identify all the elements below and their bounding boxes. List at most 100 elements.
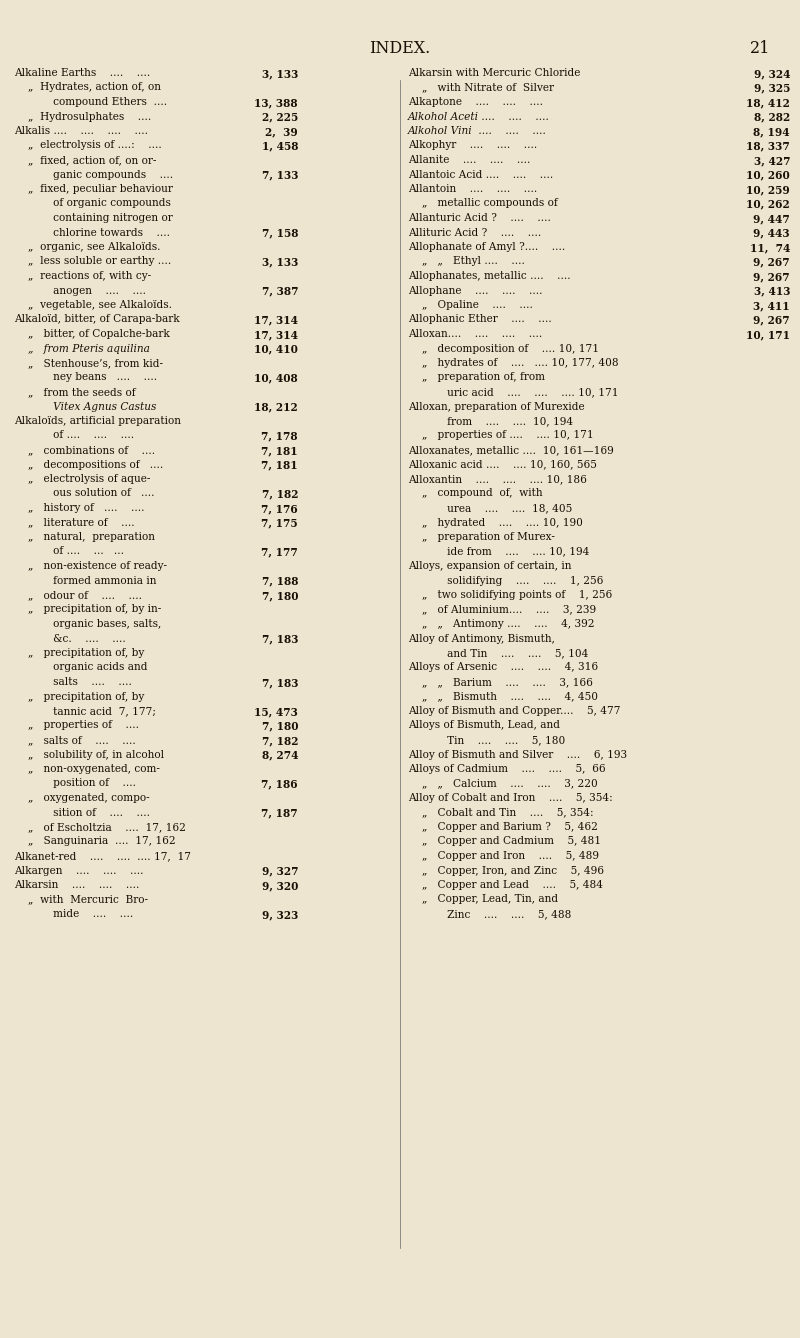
- Text: and Tin    ....    ....    5, 104: and Tin .... .... 5, 104: [437, 648, 588, 658]
- Text: „  fixed, peculiar behaviour: „ fixed, peculiar behaviour: [29, 185, 174, 194]
- Text: Alkaloïd, bitter, of Carapa-bark: Alkaloïd, bitter, of Carapa-bark: [14, 314, 180, 325]
- Text: Alloxan....    ....    ....    ....: Alloxan.... .... .... ....: [408, 329, 542, 339]
- Text: tannic acid  7, 177;: tannic acid 7, 177;: [43, 706, 156, 716]
- Text: 7, 181: 7, 181: [262, 446, 298, 456]
- Text: Alkophyr    ....    ....    ....: Alkophyr .... .... ....: [408, 140, 538, 150]
- Text: „  vegetable, see Alkaloïds.: „ vegetable, see Alkaloïds.: [29, 300, 173, 310]
- Text: „   Stenhouse’s, from kid-: „ Stenhouse’s, from kid-: [29, 359, 163, 368]
- Text: „   Opaline    ....    ....: „ Opaline .... ....: [422, 300, 534, 310]
- Text: „   non-oxygenated, com-: „ non-oxygenated, com-: [29, 764, 160, 773]
- Text: „   from the seeds of: „ from the seeds of: [29, 387, 136, 397]
- Text: 7, 183: 7, 183: [262, 677, 298, 688]
- Text: Allophanates, metallic ....    ....: Allophanates, metallic .... ....: [408, 272, 570, 281]
- Text: ganic compounds    ....: ganic compounds ....: [43, 170, 173, 179]
- Text: ney beans   ....    ....: ney beans .... ....: [43, 372, 157, 383]
- Text: 8, 274: 8, 274: [262, 749, 298, 760]
- Text: „   Copper, Lead, Tin, and: „ Copper, Lead, Tin, and: [422, 895, 558, 904]
- Text: „   metallic compounds of: „ metallic compounds of: [422, 198, 558, 209]
- Text: „   history of   ....    ....: „ history of .... ....: [29, 503, 145, 512]
- Text: Alloy of Cobalt and Iron    ....    5, 354:: Alloy of Cobalt and Iron .... 5, 354:: [408, 793, 613, 803]
- Text: 7, 187: 7, 187: [262, 808, 298, 819]
- Text: „   compound  of,  with: „ compound of, with: [422, 488, 543, 499]
- Text: of ....    ...   ...: of .... ... ...: [43, 546, 124, 557]
- Text: 7, 175: 7, 175: [262, 518, 298, 529]
- Text: „   „   Bismuth    ....    ....    4, 450: „ „ Bismuth .... .... 4, 450: [422, 692, 598, 701]
- Text: 10, 408: 10, 408: [254, 372, 298, 384]
- Text: „   from Pteris aquilina: „ from Pteris aquilina: [29, 344, 150, 353]
- Text: of organic compounds: of organic compounds: [43, 198, 171, 209]
- Text: 18, 212: 18, 212: [254, 401, 298, 412]
- Text: „   combinations of    ....: „ combinations of ....: [29, 446, 156, 455]
- Text: 1, 458: 1, 458: [262, 140, 298, 151]
- Text: „   hydrates of    ....   .... 10, 177, 408: „ hydrates of .... .... 10, 177, 408: [422, 359, 619, 368]
- Text: Alloxan, preparation of Murexide: Alloxan, preparation of Murexide: [408, 401, 585, 412]
- Text: „   hydrated    ....    .... 10, 190: „ hydrated .... .... 10, 190: [422, 518, 583, 527]
- Text: „   decomposition of    .... 10, 171: „ decomposition of .... 10, 171: [422, 344, 599, 353]
- Text: 7, 178: 7, 178: [262, 431, 298, 442]
- Text: chlorine towards    ....: chlorine towards ....: [43, 227, 170, 238]
- Text: Alloys of Arsenic    ....    ....    4, 316: Alloys of Arsenic .... .... 4, 316: [408, 662, 598, 673]
- Text: 3, 133: 3, 133: [262, 257, 298, 268]
- Text: „   Copper and Barium ?    5, 462: „ Copper and Barium ? 5, 462: [422, 822, 598, 832]
- Text: Alloys of Bismuth, Lead, and: Alloys of Bismuth, Lead, and: [408, 720, 560, 731]
- Text: Alloy of Antimony, Bismuth,: Alloy of Antimony, Bismuth,: [408, 633, 555, 644]
- Text: „   „   Calcium    ....    ....    3, 220: „ „ Calcium .... .... 3, 220: [422, 779, 598, 788]
- Text: „   bitter, of Copalche-bark: „ bitter, of Copalche-bark: [29, 329, 170, 339]
- Text: „   literature of    ....: „ literature of ....: [29, 518, 135, 527]
- Text: „  reactions of, with cy-: „ reactions of, with cy-: [29, 272, 152, 281]
- Text: 10, 262: 10, 262: [746, 198, 790, 210]
- Text: Alloxanic acid ....    .... 10, 160, 565: Alloxanic acid .... .... 10, 160, 565: [408, 459, 597, 470]
- Text: 13, 388: 13, 388: [254, 96, 298, 108]
- Text: 8, 282: 8, 282: [754, 111, 790, 123]
- Text: 9, 323: 9, 323: [262, 909, 298, 921]
- Text: sition of    ....    ....: sition of .... ....: [43, 808, 150, 818]
- Text: 9, 320: 9, 320: [262, 880, 298, 891]
- Text: 3, 133: 3, 133: [262, 68, 298, 79]
- Text: „   Sanguinaria  ....  17, 162: „ Sanguinaria .... 17, 162: [29, 836, 176, 847]
- Text: 3, 427: 3, 427: [754, 155, 790, 166]
- Text: compound Ethers  ....: compound Ethers ....: [43, 96, 167, 107]
- Text: „   Copper, Iron, and Zinc    5, 496: „ Copper, Iron, and Zinc 5, 496: [422, 866, 605, 875]
- Text: 17, 314: 17, 314: [254, 314, 298, 325]
- Text: „  Hydrosulphates    ....: „ Hydrosulphates ....: [29, 111, 152, 122]
- Text: ide from    ....    .... 10, 194: ide from .... .... 10, 194: [437, 546, 590, 557]
- Text: 9, 447: 9, 447: [754, 213, 790, 223]
- Text: 7, 183: 7, 183: [262, 633, 298, 645]
- Text: Allituric Acid ?    ....    ....: Allituric Acid ? .... ....: [408, 227, 542, 238]
- Text: formed ammonia in: formed ammonia in: [43, 575, 157, 586]
- Text: „   salts of    ....    ....: „ salts of .... ....: [29, 735, 136, 745]
- Text: „   electrolysis of aque-: „ electrolysis of aque-: [29, 474, 151, 484]
- Text: 7, 387: 7, 387: [262, 285, 298, 297]
- Text: Alloys, expansion of certain, in: Alloys, expansion of certain, in: [408, 561, 571, 571]
- Text: salts    ....    ....: salts .... ....: [43, 677, 132, 686]
- Text: Alkohol Vini  ....    ....    ....: Alkohol Vini .... .... ....: [408, 126, 547, 136]
- Text: 10, 410: 10, 410: [254, 344, 298, 355]
- Text: „   precipitation of, by: „ precipitation of, by: [29, 648, 145, 658]
- Text: „  with  Mercuric  Bro-: „ with Mercuric Bro-: [29, 895, 149, 904]
- Text: Alkaline Earths    ....    ....: Alkaline Earths .... ....: [14, 68, 150, 78]
- Text: 7, 176: 7, 176: [262, 503, 298, 514]
- Text: 7, 177: 7, 177: [262, 546, 298, 558]
- Text: Alkaloïds, artificial preparation: Alkaloïds, artificial preparation: [14, 416, 181, 425]
- Text: 2, 225: 2, 225: [262, 111, 298, 123]
- Text: Alkarsin    ....    ....    ....: Alkarsin .... .... ....: [14, 880, 139, 890]
- Text: 7, 182: 7, 182: [262, 488, 298, 499]
- Text: „   Copper and Iron    ....    5, 489: „ Copper and Iron .... 5, 489: [422, 851, 599, 860]
- Text: „   precipitation of, by: „ precipitation of, by: [29, 692, 145, 701]
- Text: anogen    ....    ....: anogen .... ....: [43, 285, 146, 296]
- Text: Vitex Agnus Castus: Vitex Agnus Castus: [43, 401, 156, 412]
- Text: „  less soluble or earthy ....: „ less soluble or earthy ....: [29, 257, 172, 266]
- Text: urea    ....    ....  18, 405: urea .... .... 18, 405: [437, 503, 572, 512]
- Text: „  Hydrates, action of, on: „ Hydrates, action of, on: [29, 83, 162, 92]
- Text: „   properties of ....    .... 10, 171: „ properties of .... .... 10, 171: [422, 431, 594, 440]
- Text: containing nitrogen or: containing nitrogen or: [43, 213, 173, 223]
- Text: 9, 267: 9, 267: [754, 272, 790, 282]
- Text: Alkaptone    ....    ....    ....: Alkaptone .... .... ....: [408, 96, 543, 107]
- Text: „   Copper and Cadmium    5, 481: „ Copper and Cadmium 5, 481: [422, 836, 602, 847]
- Text: Tin    ....    ....    5, 180: Tin .... .... 5, 180: [437, 735, 566, 745]
- Text: Allophanate of Amyl ?....    ....: Allophanate of Amyl ?.... ....: [408, 242, 566, 252]
- Text: Allantoic Acid ....    ....    ....: Allantoic Acid .... .... ....: [408, 170, 554, 179]
- Text: Alkalis ....    ....    ....    ....: Alkalis .... .... .... ....: [14, 126, 148, 136]
- Text: „   of Escholtzia    ....  17, 162: „ of Escholtzia .... 17, 162: [29, 822, 186, 832]
- Text: 9, 443: 9, 443: [754, 227, 790, 238]
